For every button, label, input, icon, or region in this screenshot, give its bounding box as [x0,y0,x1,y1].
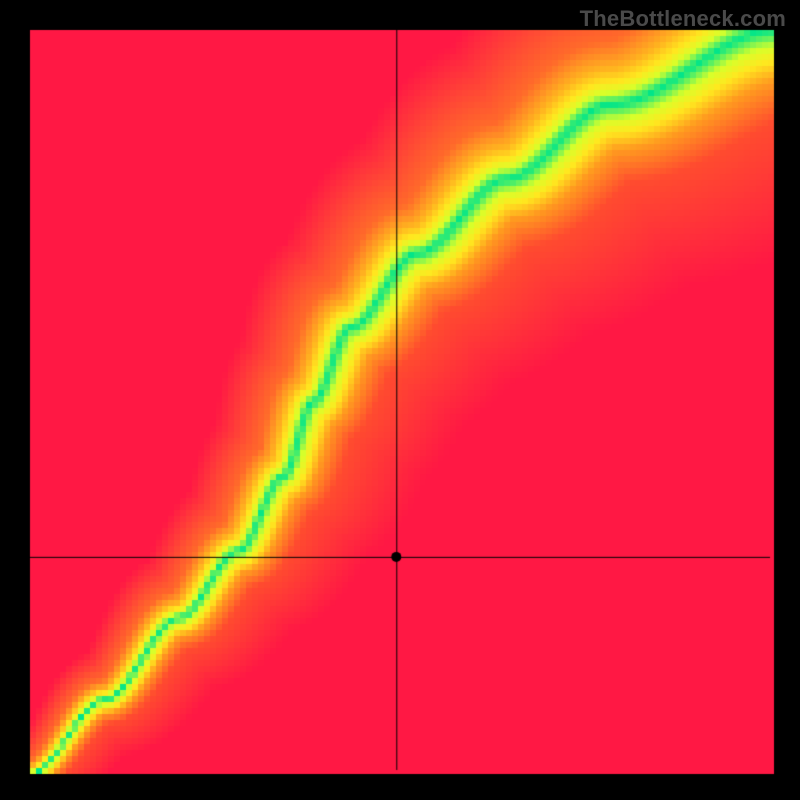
heatmap-canvas [0,0,800,800]
chart-container: TheBottleneck.com [0,0,800,800]
watermark-text: TheBottleneck.com [580,6,786,32]
